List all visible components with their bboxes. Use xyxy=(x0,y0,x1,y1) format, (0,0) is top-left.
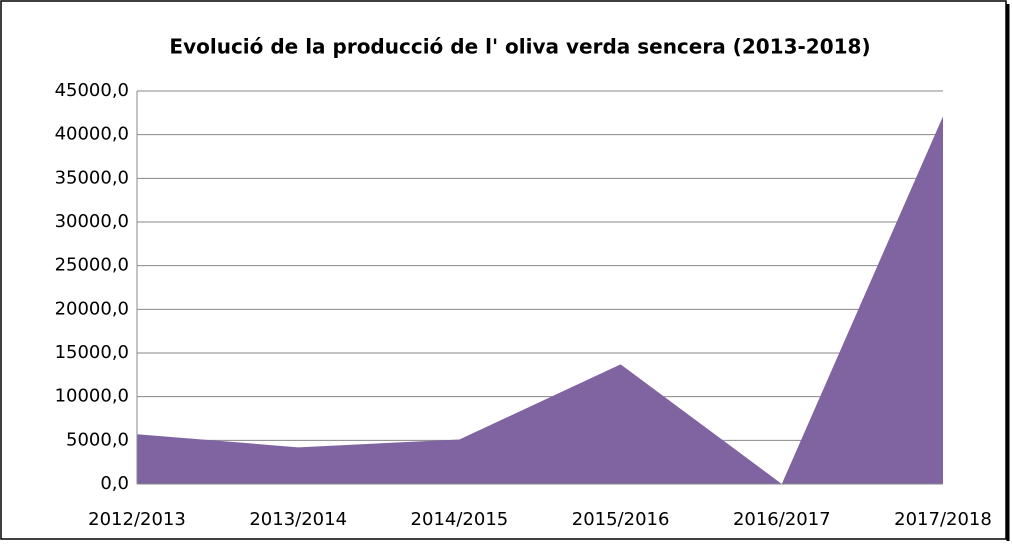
y-tick-label: 35000,0 xyxy=(55,167,129,188)
y-tick-label: 0,0 xyxy=(100,473,129,494)
y-tick-label: 20000,0 xyxy=(55,298,129,319)
y-tick-label: 45000,0 xyxy=(55,80,129,101)
y-tick-label: 15000,0 xyxy=(55,342,129,363)
x-tick-label: 2016/2017 xyxy=(733,509,831,530)
x-tick-label: 2012/2013 xyxy=(88,509,186,530)
y-tick-label: 40000,0 xyxy=(55,124,129,145)
area xyxy=(137,116,943,485)
y-tick-label: 5000,0 xyxy=(66,429,129,450)
x-tick-label: 2017/2018 xyxy=(894,509,992,530)
chart-title: Evolució de la producció de l' oliva ver… xyxy=(169,35,870,59)
y-tick-label: 25000,0 xyxy=(55,255,129,276)
y-tick-label: 30000,0 xyxy=(55,211,129,232)
y-tick-label: 10000,0 xyxy=(55,386,129,407)
x-tick-label: 2013/2014 xyxy=(249,509,347,530)
x-tick-label: 2015/2016 xyxy=(572,509,670,530)
x-tick-label: 2014/2015 xyxy=(411,509,509,530)
